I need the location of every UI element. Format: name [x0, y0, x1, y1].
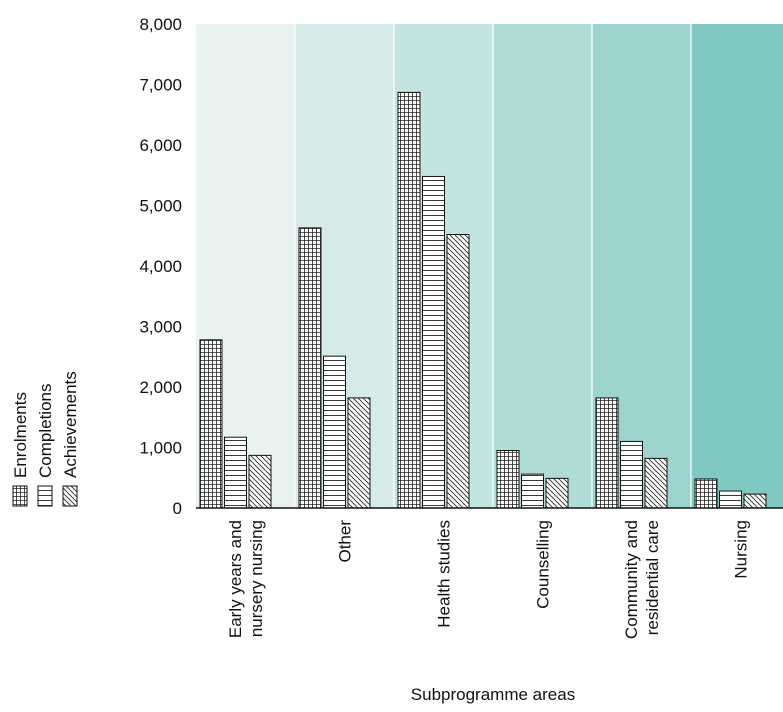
bar-completions	[620, 440, 643, 509]
legend-label: Completions	[36, 384, 55, 479]
bar-enrolments	[199, 339, 223, 509]
y-tick-label: 5,000	[139, 197, 182, 216]
x-category-label: residential care	[643, 520, 662, 635]
bar-completions	[323, 355, 346, 509]
x-category-label: Counselling	[534, 520, 553, 609]
x-category-label: Health studies	[435, 520, 454, 628]
bar-completions	[224, 436, 247, 509]
x-category-label: nursery nursing	[247, 520, 266, 637]
bar-enrolments	[298, 227, 322, 509]
legend-swatch	[62, 485, 78, 507]
y-tick-label: 0	[173, 499, 182, 518]
bar-enrolments	[397, 91, 421, 509]
x-category-labels: Early years and nursery nursing Other Healt…	[226, 520, 751, 639]
y-tick-labels: 0 1,000 2,000 3,000 4,000 5,000 6,000 7,000 8,00…	[139, 15, 182, 518]
bar-completions	[719, 490, 742, 509]
legend: Enrolments Completions Achievements	[11, 371, 80, 507]
y-tick-label: 8,000	[139, 15, 182, 34]
legend-label: Achievements	[61, 371, 80, 478]
bar-achievements	[347, 397, 371, 509]
bar-enrolments	[694, 478, 718, 509]
bar-achievements	[545, 477, 569, 509]
bar-achievements	[743, 493, 767, 509]
x-category-label: Nursing	[732, 520, 751, 579]
x-category-label: Other	[336, 520, 355, 563]
bar-completions	[422, 175, 445, 509]
y-tick-label: 3,000	[139, 318, 182, 337]
y-tick-label: 7,000	[139, 76, 182, 95]
y-tick-label: 2,000	[139, 378, 182, 397]
category-band	[493, 24, 592, 508]
x-category-label: Early years and	[226, 520, 245, 638]
x-axis-title: Subprogramme areas	[411, 685, 575, 704]
x-category-label: Community and	[622, 520, 641, 639]
y-tick-label: 4,000	[139, 257, 182, 276]
category-bands	[196, 24, 783, 508]
bar-achievements	[446, 234, 470, 509]
bar-completions	[521, 473, 544, 509]
bar-enrolments	[595, 397, 619, 509]
category-band	[691, 24, 783, 508]
bar-enrolments	[496, 450, 520, 509]
bar-achievements	[248, 454, 272, 509]
legend-swatch	[12, 485, 28, 507]
bar-achievements	[644, 457, 668, 509]
y-tick-label: 6,000	[139, 136, 182, 155]
y-tick-label: 1,000	[139, 439, 182, 458]
legend-label: Enrolments	[11, 392, 30, 478]
legend-swatch	[37, 485, 53, 507]
